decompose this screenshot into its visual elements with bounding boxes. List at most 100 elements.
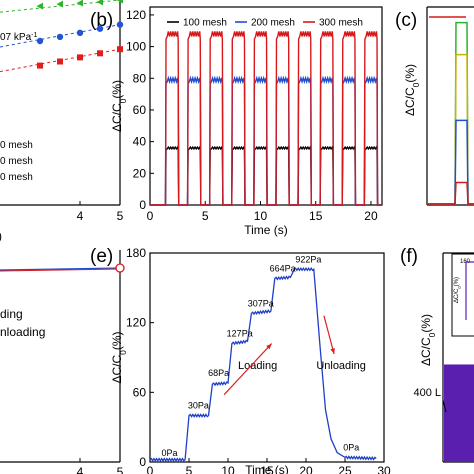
panel-e-annotation: Loading — [238, 360, 277, 372]
panel-c: (c) ΔC/C0(%) — [395, 6, 474, 206]
panel-a-sensitivity-label: 07 kPa-1 — [0, 32, 37, 44]
panel-e-arrow-shaft — [323, 315, 335, 355]
panel-d-x-tick-label: 4 — [77, 465, 84, 474]
panel-a-x-tick-label: 4 — [77, 209, 84, 223]
panel-d-x-tick-label: 5 — [117, 465, 124, 474]
panel-c-label: (c) — [395, 10, 417, 31]
panel-c-series-line — [427, 181, 474, 205]
panel-a-marker — [56, 33, 64, 41]
panel-a-marker — [96, 0, 103, 6]
panel-e-y-tick-label: 120 — [126, 316, 146, 330]
panel-e-frame — [149, 252, 385, 463]
panel-e-arrow-shaft — [223, 343, 273, 396]
panel-b-frame — [149, 6, 383, 206]
panel-e-step-label: 30Pa — [188, 401, 209, 411]
panel-a-marker — [56, 0, 63, 8]
panel-e-step-label: 68Pa — [208, 368, 229, 378]
panel-d-unloading-line — [0, 268, 121, 272]
panel-e-x-tick-label: 30 — [377, 464, 391, 474]
panel-b-x-tick-label: 5 — [202, 209, 209, 223]
panel-f: (f) ΔC/C0(%) 160 ΔC/C0(%) 400 L — [400, 246, 474, 463]
panel-a-marker — [36, 37, 44, 45]
panel-e-arrow-head — [266, 343, 272, 350]
panel-a-marker — [36, 2, 43, 10]
panel-a-fit-line — [0, 0, 121, 13]
panel-e-step-label: 0Pa — [343, 442, 359, 452]
panel-b-x-tick-label: 20 — [364, 209, 378, 223]
panel-b-x-tick-label: 0 — [147, 209, 154, 223]
panel-f-inset-ytick: 160 — [460, 259, 471, 265]
panel-b-legend-entry: 100 mesh — [183, 18, 227, 29]
panel-b-y-tick-label: 80 — [133, 71, 147, 85]
panel-a-cropped-paren: ) — [0, 229, 2, 243]
panel-e-x-tick-label: 20 — [299, 464, 313, 474]
panel-f-cycle-pointer — [442, 399, 447, 413]
panel-e: 0 5 10 15 20 25 30 0 60 120 180 Time (s) ΔC/C0(%) (e)… — [90, 246, 391, 474]
panel-e-step-label: 664Pa — [270, 264, 296, 274]
panel-b-y-axis-title: ΔC/C0(%) — [110, 80, 128, 132]
panel-d-loading-label: ding — [0, 307, 23, 321]
panel-a-marker — [76, 0, 83, 7]
panel-e-step-label: 922Pa — [295, 254, 321, 264]
panel-b-series-line — [150, 145, 382, 206]
panel-a-marker — [76, 29, 84, 36]
panel-f-inset-trace — [465, 261, 474, 320]
panel-a: 4 5 07 kPa-1 0 mesh 0 mesh 0 mesh) — [0, 0, 124, 243]
panel-a-marker — [57, 58, 63, 65]
panel-b: 0 5 10 15 20 0 20 40 60 80 100 120 Time (s) ΔC/C0(%) (… — [90, 6, 383, 237]
panel-e-step-label: 307Pa — [248, 298, 274, 308]
panel-b-x-axis-title: Time (s) — [244, 223, 288, 237]
panel-e-y-axis-title: ΔC/C0(%) — [110, 331, 128, 383]
panel-b-y-tick-label: 100 — [126, 40, 146, 54]
panel-a-marker — [116, 0, 123, 4]
panel-b-series-line — [150, 31, 382, 206]
panel-b-y-tick-label: 120 — [126, 8, 146, 22]
panel-f-inset-ylabel: ΔC/C0(%) — [454, 277, 462, 303]
panel-e-y-tick-label: 180 — [126, 246, 146, 260]
panel-d-end-marker — [115, 263, 125, 273]
panel-b-y-tick-label: 20 — [133, 166, 147, 180]
panel-d-loading-line — [0, 267, 121, 271]
panel-e-y-tick-label: 0 — [139, 455, 146, 469]
panel-b-series-line — [150, 75, 382, 206]
panel-c-y-axis-title: ΔC/C0(%) — [403, 64, 421, 116]
panel-e-x-tick-label: 10 — [221, 464, 235, 474]
panel-e-x-axis-title: Time (s) — [245, 463, 289, 474]
panel-a-legend-entry: 0 mesh — [0, 140, 33, 151]
panel-e-x-tick-label: 15 — [260, 464, 274, 474]
panel-a-x-tick-label: 5 — [117, 209, 124, 223]
panel-f-label: (f) — [400, 246, 418, 267]
panel-e-x-tick-label: 25 — [338, 464, 352, 474]
panel-a-legend-entry: 0 mesh — [0, 172, 33, 183]
panel-a-marker — [77, 54, 83, 61]
panel-e-arrow-head — [330, 348, 335, 355]
panel-e-label: (e) — [90, 246, 113, 267]
panel-e-x-tick-label: 0 — [147, 464, 154, 474]
panel-b-y-tick-label: 40 — [133, 135, 147, 149]
panel-e-x-tick-label: 5 — [186, 464, 193, 474]
panel-d-unloading-label: nloading — [0, 325, 45, 339]
panel-a-marker — [97, 50, 103, 57]
panel-b-legend-entry: 200 mesh — [251, 18, 295, 29]
panel-b-label: (b) — [90, 10, 113, 31]
panel-f-inset-frame — [451, 253, 474, 337]
panel-e-y-tick-label: 60 — [133, 385, 147, 399]
panel-b-y-tick-label: 0 — [139, 198, 146, 212]
panel-a-legend-entry: 0 mesh — [0, 156, 33, 167]
panel-b-y-tick-label: 60 — [133, 103, 147, 117]
panel-d: 4 5 ding nloading — [0, 250, 125, 474]
panel-f-cycle-label: 400 L — [413, 387, 441, 399]
panel-e-annotation: Unloading — [316, 360, 366, 372]
panel-a-marker — [117, 46, 123, 53]
panel-b-legend-entry: 300 mesh — [319, 18, 363, 29]
panel-b-x-tick-label: 10 — [254, 209, 268, 223]
panel-a-marker — [96, 25, 104, 32]
panel-a-marker — [37, 62, 43, 69]
panel-a-marker — [116, 21, 124, 28]
panel-f-y-axis-title: ΔC/C0(%) — [419, 314, 437, 366]
panel-e-response-line — [149, 266, 377, 462]
panel-e-step-label: 0Pa — [161, 448, 177, 458]
panel-f-response-band — [444, 364, 474, 462]
panel-b-x-tick-label: 15 — [309, 209, 323, 223]
